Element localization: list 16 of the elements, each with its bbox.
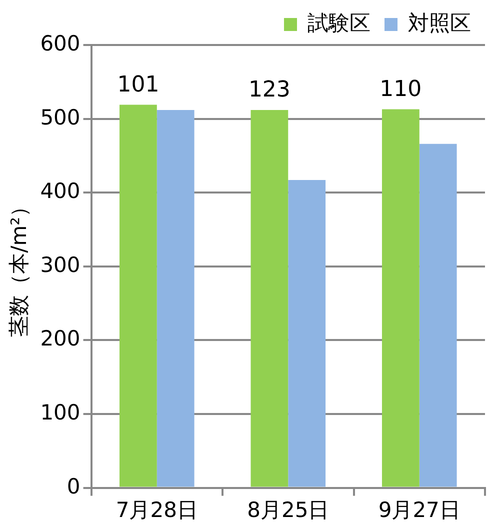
y-tick-label: 600 (40, 31, 80, 56)
x-tick-label: 7月28日 (116, 498, 198, 522)
y-tick-label: 200 (40, 326, 80, 351)
x-tick-label: 9月27日 (378, 498, 460, 522)
y-axis-title: 茎数（本/m²） (7, 196, 32, 337)
y-tick-label: 0 (66, 474, 80, 498)
annotation: 110 (380, 76, 422, 102)
legend-label: 対照区 (408, 10, 471, 35)
y-tick-label: 500 (40, 105, 80, 130)
y-tick-label: 100 (40, 400, 80, 424)
x-tick-label: 8月25日 (247, 498, 330, 522)
annotation: 101 (117, 72, 160, 98)
annotation: 123 (248, 78, 290, 103)
y-tick-label: 400 (40, 179, 80, 204)
y-tick-label: 300 (40, 252, 80, 277)
legend-label: 試験区 (308, 10, 370, 35)
